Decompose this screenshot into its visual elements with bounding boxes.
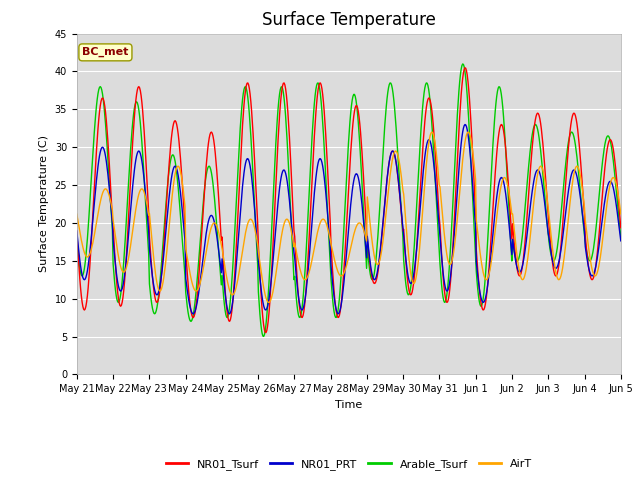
NR01_Tsurf bbox=[223, 305, 230, 311]
NR01_PRT bbox=[617, 238, 625, 244]
AirT bbox=[617, 211, 625, 217]
NR01_Tsurf bbox=[461, 65, 468, 71]
Line: Arable_Tsurf: Arable_Tsurf bbox=[77, 64, 621, 336]
AirT bbox=[416, 246, 424, 252]
NR01_Tsurf bbox=[262, 330, 270, 336]
NR01_PRT bbox=[461, 121, 468, 127]
NR01_Tsurf bbox=[139, 108, 147, 113]
Line: NR01_PRT: NR01_PRT bbox=[77, 124, 621, 314]
NR01_Tsurf bbox=[73, 228, 81, 234]
Arable_Tsurf bbox=[260, 334, 268, 339]
Arable_Tsurf bbox=[223, 314, 230, 320]
NR01_Tsurf bbox=[416, 198, 424, 204]
Line: AirT: AirT bbox=[77, 132, 621, 302]
NR01_PRT bbox=[73, 228, 81, 233]
AirT bbox=[73, 211, 81, 217]
NR01_Tsurf bbox=[431, 152, 439, 157]
Title: Surface Temperature: Surface Temperature bbox=[262, 11, 436, 29]
NR01_PRT bbox=[189, 311, 197, 317]
AirT bbox=[464, 129, 472, 135]
NR01_PRT bbox=[431, 178, 439, 184]
Text: BC_met: BC_met bbox=[82, 47, 129, 58]
Line: NR01_Tsurf: NR01_Tsurf bbox=[77, 68, 621, 333]
X-axis label: Time: Time bbox=[335, 400, 362, 409]
NR01_Tsurf bbox=[617, 225, 625, 231]
AirT bbox=[83, 254, 90, 260]
AirT bbox=[431, 143, 439, 149]
AirT bbox=[139, 186, 147, 192]
NR01_Tsurf bbox=[194, 286, 202, 291]
NR01_PRT bbox=[416, 212, 424, 218]
Legend: NR01_Tsurf, NR01_PRT, Arable_Tsurf, AirT: NR01_Tsurf, NR01_PRT, Arable_Tsurf, AirT bbox=[161, 455, 536, 475]
Y-axis label: Surface Temperature (C): Surface Temperature (C) bbox=[39, 135, 49, 273]
Arable_Tsurf bbox=[617, 233, 625, 239]
Arable_Tsurf bbox=[83, 245, 90, 251]
NR01_PRT bbox=[139, 163, 147, 169]
AirT bbox=[194, 287, 202, 292]
AirT bbox=[265, 300, 273, 305]
Arable_Tsurf bbox=[139, 150, 147, 156]
Arable_Tsurf bbox=[73, 236, 81, 242]
Arable_Tsurf bbox=[194, 268, 202, 274]
Arable_Tsurf bbox=[459, 61, 467, 67]
Arable_Tsurf bbox=[416, 150, 424, 156]
NR01_PRT bbox=[83, 272, 90, 277]
Arable_Tsurf bbox=[431, 181, 439, 187]
NR01_PRT bbox=[223, 306, 231, 312]
NR01_PRT bbox=[195, 290, 202, 296]
AirT bbox=[223, 274, 230, 280]
NR01_Tsurf bbox=[83, 299, 90, 305]
